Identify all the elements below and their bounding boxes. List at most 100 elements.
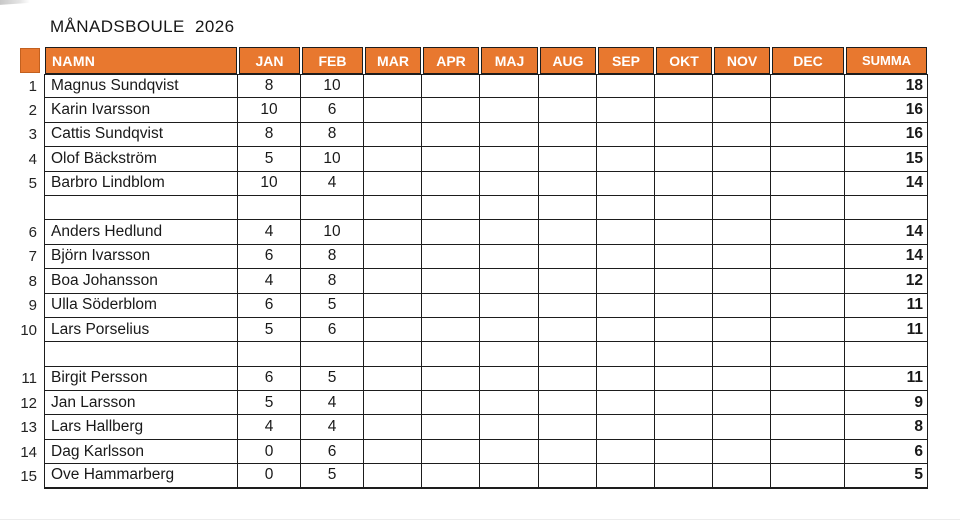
month-score-cell xyxy=(539,171,597,196)
row-number: 1 xyxy=(28,77,37,95)
month-score-cell xyxy=(364,293,422,318)
month-score-cell xyxy=(539,98,597,123)
row-number: 3 xyxy=(28,126,37,144)
month-score-cell xyxy=(364,195,422,221)
name-cell: Jan Larsson xyxy=(44,391,238,416)
column-header-feb: FEB xyxy=(302,47,363,74)
month-score-cell xyxy=(422,147,480,172)
month-score-cell xyxy=(771,244,845,270)
name-cell: Lars Porselius xyxy=(44,317,238,343)
month-score-cell xyxy=(364,391,422,416)
month-score-cell xyxy=(422,439,480,465)
month-score-cell xyxy=(771,220,845,245)
month-score-cell xyxy=(713,415,771,440)
month-score-cell: 6 xyxy=(238,293,301,318)
column-header-dec: DEC xyxy=(772,47,844,74)
month-score-cell xyxy=(713,439,771,465)
month-score-cell xyxy=(539,391,597,416)
name-cell: Boa Johansson xyxy=(44,269,238,294)
summa-cell: 14 xyxy=(845,171,928,196)
month-score-cell: 4 xyxy=(301,171,364,196)
month-score-cell xyxy=(771,293,845,318)
month-score-cell xyxy=(771,439,845,465)
summa-cell: 5 xyxy=(845,464,928,489)
month-score-cell xyxy=(364,147,422,172)
month-score-cell xyxy=(422,317,480,343)
month-score-cell xyxy=(655,293,713,318)
month-score-cell xyxy=(655,269,713,294)
column-header-jan: JAN xyxy=(239,47,300,74)
month-score-cell xyxy=(301,342,364,367)
month-score-cell xyxy=(771,122,845,148)
month-score-cell xyxy=(480,122,539,148)
month-score-cell xyxy=(597,366,655,392)
month-score-cell xyxy=(480,98,539,123)
column-header-sep: SEP xyxy=(598,47,654,74)
row-number: 7 xyxy=(28,248,37,266)
month-score-cell xyxy=(597,317,655,343)
summa-cell: 8 xyxy=(845,415,928,440)
month-score-cell xyxy=(422,293,480,318)
month-score-cell xyxy=(655,317,713,343)
page-title: MÅNADSBOULE 2026 xyxy=(50,17,235,36)
row-number xyxy=(20,342,44,366)
month-score-cell xyxy=(771,415,845,440)
month-score-cell xyxy=(597,342,655,367)
month-score-cell xyxy=(480,293,539,318)
name-cell: Ove Hammarberg xyxy=(44,464,238,489)
month-score-cell xyxy=(364,220,422,245)
month-score-cell xyxy=(539,244,597,270)
month-score-cell xyxy=(597,122,655,148)
month-score-cell xyxy=(597,293,655,318)
month-score-cell xyxy=(655,342,713,367)
month-score-cell xyxy=(597,415,655,440)
summa-cell: 9 xyxy=(845,391,928,416)
month-score-cell: 10 xyxy=(238,171,301,196)
month-score-cell xyxy=(422,244,480,270)
month-score-cell xyxy=(713,122,771,148)
month-score-cell xyxy=(597,195,655,221)
month-score-cell xyxy=(771,74,845,99)
month-score-cell: 5 xyxy=(238,147,301,172)
month-score-cell xyxy=(422,269,480,294)
month-score-cell: 5 xyxy=(301,366,364,392)
name-cell: Magnus Sundqvist xyxy=(44,74,238,99)
name-cell: Anders Hedlund xyxy=(44,220,238,245)
month-score-cell xyxy=(422,195,480,221)
month-score-cell xyxy=(539,317,597,343)
month-score-cell xyxy=(364,74,422,99)
row-number: 6 xyxy=(28,224,37,242)
month-score-cell: 0 xyxy=(238,464,301,489)
month-score-cell xyxy=(364,415,422,440)
month-score-cell xyxy=(364,98,422,123)
month-score-cell xyxy=(655,366,713,392)
column-header-summa: SUMMA xyxy=(846,47,927,74)
summa-cell: 12 xyxy=(845,269,928,294)
month-score-cell: 10 xyxy=(301,74,364,99)
month-score-cell: 5 xyxy=(238,317,301,343)
month-score-cell xyxy=(539,220,597,245)
month-score-cell xyxy=(539,269,597,294)
month-score-cell xyxy=(771,98,845,123)
month-score-cell xyxy=(480,220,539,245)
scan-artifact xyxy=(0,0,31,6)
month-score-cell xyxy=(480,342,539,367)
month-score-cell: 4 xyxy=(238,269,301,294)
month-score-cell xyxy=(655,195,713,221)
month-score-cell xyxy=(238,342,301,367)
month-score-cell xyxy=(655,391,713,416)
month-score-cell: 4 xyxy=(301,391,364,416)
month-score-cell xyxy=(539,74,597,99)
month-score-cell xyxy=(480,391,539,416)
column-header-nov: NOV xyxy=(714,47,770,74)
month-score-cell xyxy=(655,98,713,123)
month-score-cell xyxy=(480,171,539,196)
summa-cell: 11 xyxy=(845,317,928,343)
summa-cell: 6 xyxy=(845,439,928,465)
month-score-cell xyxy=(713,317,771,343)
month-score-cell xyxy=(713,74,771,99)
month-score-cell xyxy=(422,342,480,367)
row-number: 15 xyxy=(20,467,37,485)
month-score-cell xyxy=(539,293,597,318)
summa-cell: 15 xyxy=(845,147,928,172)
